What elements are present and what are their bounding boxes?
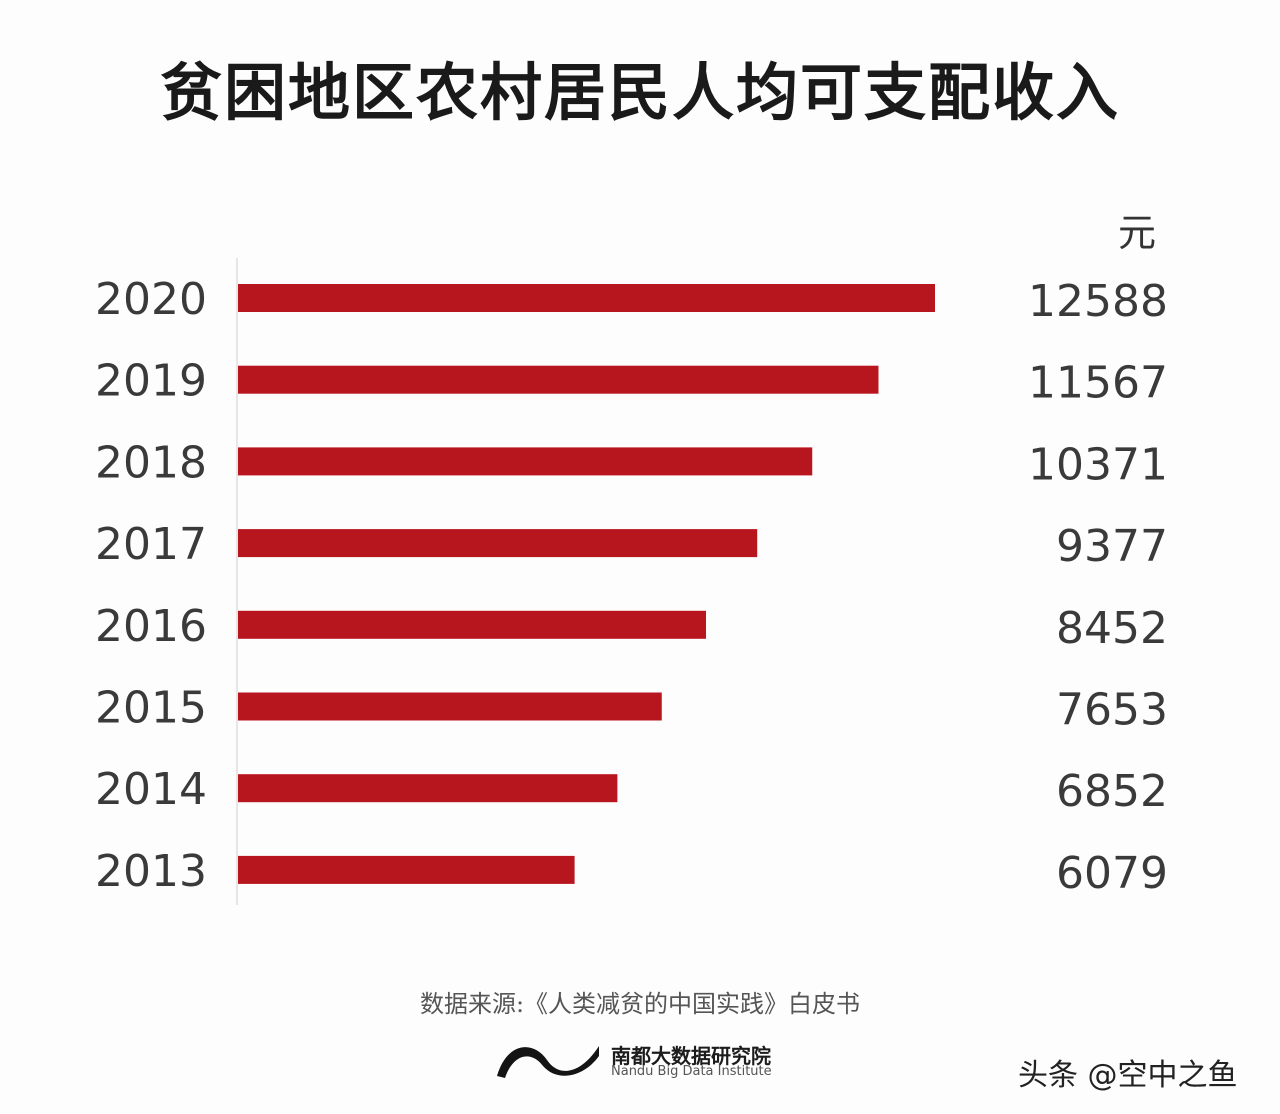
value-label-2018: 10371 [1028, 439, 1168, 490]
source-note: 数据来源:《人类减贫的中国实践》白皮书 [419, 990, 861, 1018]
bar-2014 [238, 774, 618, 803]
year-label-2017: 2017 [95, 519, 207, 570]
year-label-2018: 2018 [95, 437, 207, 488]
value-label-2017: 9377 [1056, 521, 1168, 572]
brand-name-cn: 南都大数据研究院 [611, 1044, 771, 1068]
year-label-2013: 2013 [95, 846, 207, 897]
chart-title: 贫困地区农村居民人均可支配收入 [159, 56, 1120, 129]
year-label-2019: 2019 [95, 356, 207, 407]
bar-2019 [238, 365, 879, 394]
bar-2020 [238, 284, 935, 312]
brand-logo: 南都大数据研究院 Nandu Big Data Institute [493, 1034, 783, 1084]
watermark: 头条 @空中之鱼 [1018, 1058, 1238, 1093]
value-label-2015: 7653 [1056, 685, 1168, 736]
brand-logo-icon [497, 1046, 599, 1078]
year-label-2014: 2014 [95, 764, 207, 815]
value-label-2016: 8452 [1056, 603, 1168, 654]
value-label-2020: 12588 [1028, 276, 1168, 327]
value-label-2014: 6852 [1056, 766, 1168, 817]
year-label-2020: 2020 [95, 274, 207, 325]
bar-2018 [238, 447, 813, 476]
bar-2016 [238, 610, 706, 639]
value-label-2013: 6079 [1056, 848, 1168, 899]
value-label-2019: 11567 [1028, 358, 1168, 409]
bar-2015 [238, 692, 662, 721]
year-label-2015: 2015 [95, 683, 207, 734]
bar-2017 [238, 529, 758, 558]
brand-name-en: Nandu Big Data Institute [611, 1064, 772, 1079]
year-label-2016: 2016 [95, 601, 207, 652]
bar-2013 [238, 855, 575, 884]
unit-label: 元 [1118, 211, 1157, 255]
